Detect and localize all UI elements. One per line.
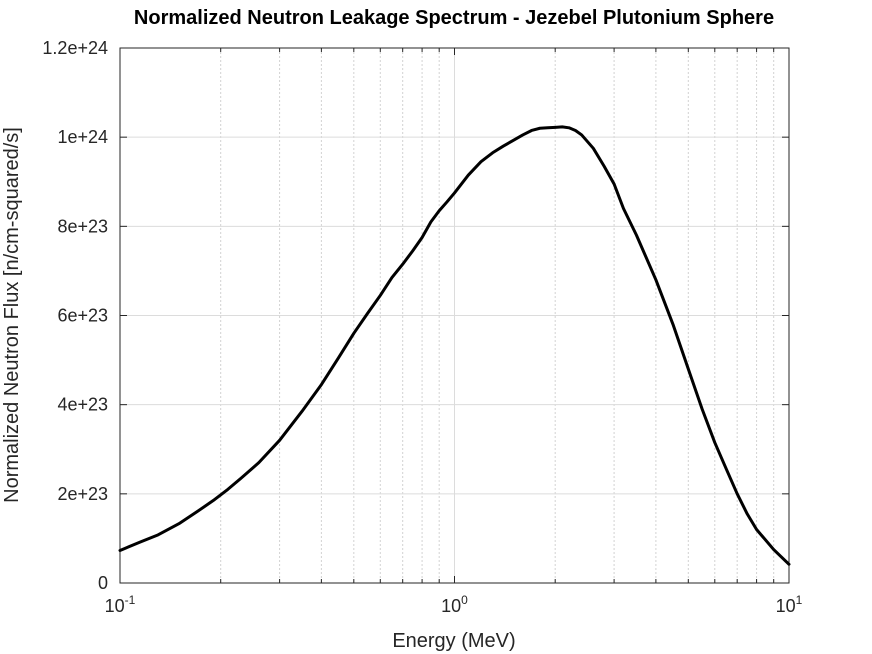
data-point [655, 279, 657, 281]
data-point [240, 477, 242, 480]
data-point [622, 207, 625, 210]
data-point [391, 276, 393, 279]
x-tick-label: 100 [441, 593, 468, 616]
data-point [178, 522, 180, 525]
data-point [603, 165, 605, 167]
data-point [530, 129, 533, 132]
data-point [701, 408, 703, 410]
data-point [196, 510, 198, 513]
data-point [687, 368, 690, 370]
y-tick-label: 0 [98, 573, 108, 593]
y-tick-label: 1.2e+24 [42, 38, 108, 58]
data-point [755, 528, 758, 531]
y-tick-label: 1e+24 [57, 127, 108, 147]
data-point [467, 174, 470, 176]
y-axis-label: Normalized Neutron Flux [n/cm-squared/s] [1, 127, 23, 503]
data-point [337, 357, 340, 359]
data-point [421, 236, 423, 239]
data-point [157, 534, 159, 536]
data-point [746, 513, 749, 515]
data-point [502, 145, 505, 147]
y-tick-label: 4e+23 [57, 395, 108, 415]
data-point [401, 263, 404, 266]
series-line-0 [118, 125, 791, 566]
data-point [119, 549, 121, 552]
chart-title: Normalized Neutron Leakage Spectrum - Je… [134, 7, 774, 29]
x-tick-label: 101 [776, 593, 803, 616]
data-point [430, 221, 432, 223]
data-point [480, 160, 482, 163]
data-point [788, 563, 790, 566]
x-tick-label: 10-1 [105, 593, 136, 616]
data-point [546, 127, 549, 129]
data-point [725, 468, 728, 471]
data-point [320, 383, 323, 386]
plot-area: 10-1 100 101 0 2e+23 4e+23 6e+23 8e+23 1e+24 1.2e… [42, 38, 802, 616]
data-point [554, 126, 556, 129]
data-point [736, 493, 738, 495]
y-tick-label: 6e+23 [57, 306, 108, 326]
data-point [212, 499, 215, 502]
data-point [539, 127, 541, 130]
data-point [438, 209, 440, 212]
data-point [411, 250, 414, 252]
data-point [561, 126, 564, 128]
data-point [301, 410, 303, 413]
data-point [521, 134, 524, 136]
data-point [772, 548, 775, 551]
data-point [446, 201, 448, 203]
x-axis-label: Energy (MeV) [392, 630, 515, 652]
data-point [613, 183, 615, 185]
data-point [592, 147, 595, 150]
y-tick-label: 8e+23 [57, 216, 108, 236]
data-point [635, 234, 638, 237]
data-point [713, 441, 716, 444]
data-point [491, 151, 494, 154]
data-point [580, 134, 583, 136]
data-point [226, 488, 229, 491]
y-tick-label: 2e+23 [57, 484, 108, 504]
data-point [353, 332, 355, 335]
data-point [278, 439, 281, 442]
data-point [366, 312, 369, 315]
data-point [139, 541, 142, 543]
data-point [258, 461, 260, 464]
data-point [568, 127, 570, 129]
data-point [574, 129, 577, 132]
data-point [379, 294, 382, 297]
data-point [672, 323, 674, 326]
data-point [453, 192, 456, 194]
data-point [512, 139, 515, 142]
